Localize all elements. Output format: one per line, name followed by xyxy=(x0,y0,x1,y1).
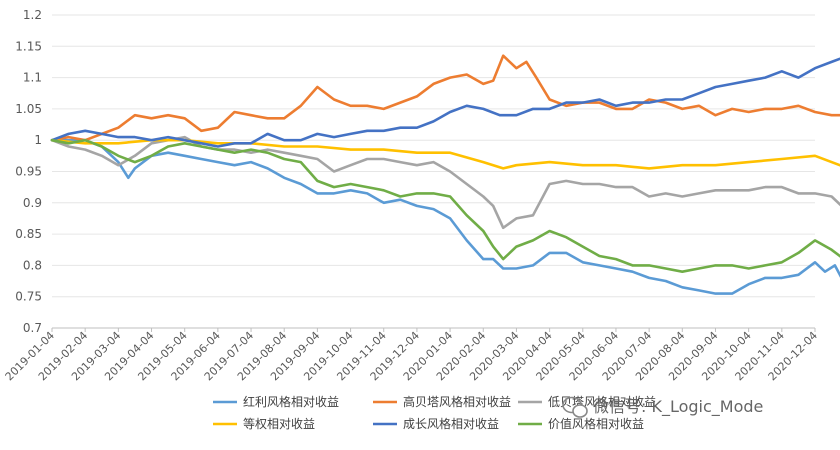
series-lines xyxy=(50,54,840,295)
gridlines xyxy=(52,14,815,329)
legend-label: 高贝塔风格相对收益 xyxy=(403,394,511,409)
y-tick-label: 0.85 xyxy=(15,227,42,241)
series-line-6 xyxy=(50,138,840,274)
y-tick-label: 1.15 xyxy=(15,39,42,53)
legend-label: 等权相对收益 xyxy=(243,417,315,431)
series-line-3 xyxy=(50,135,840,230)
legend-label: 红利风格相对收益 xyxy=(243,394,339,409)
y-tick-label: 1.1 xyxy=(23,71,42,85)
series-line-5 xyxy=(50,57,840,148)
legend-label: 价值风格相对收益 xyxy=(548,416,644,431)
y-tick-label: 0.9 xyxy=(23,196,42,210)
y-tick-label: 0.7 xyxy=(23,321,42,335)
y-tick-label: 0.75 xyxy=(15,290,42,304)
x-axis-ticks: 2019-01-042019-02-042019-03-042019-04-04… xyxy=(3,328,820,383)
y-tick-label: 0.95 xyxy=(15,165,42,179)
wechat-icon xyxy=(562,396,588,418)
legend-label: 成长风格相对收益 xyxy=(403,416,499,431)
series-line-1 xyxy=(50,138,840,295)
watermark: 微信号: K_Logic_Mode xyxy=(562,396,763,418)
y-tick-label: 1.2 xyxy=(23,8,42,22)
y-tick-label: 1.05 xyxy=(15,102,42,116)
series-line-2 xyxy=(50,54,840,142)
watermark-text: 微信号: K_Logic_Mode xyxy=(593,397,763,417)
y-tick-label: 1 xyxy=(34,133,42,147)
y-tick-label: 0.8 xyxy=(23,258,42,272)
y-axis-ticks: 0.7 0.75 0.8 0.85 0.9 0.95 1 1.05 1.1 1.15 1.2 xyxy=(15,8,42,335)
